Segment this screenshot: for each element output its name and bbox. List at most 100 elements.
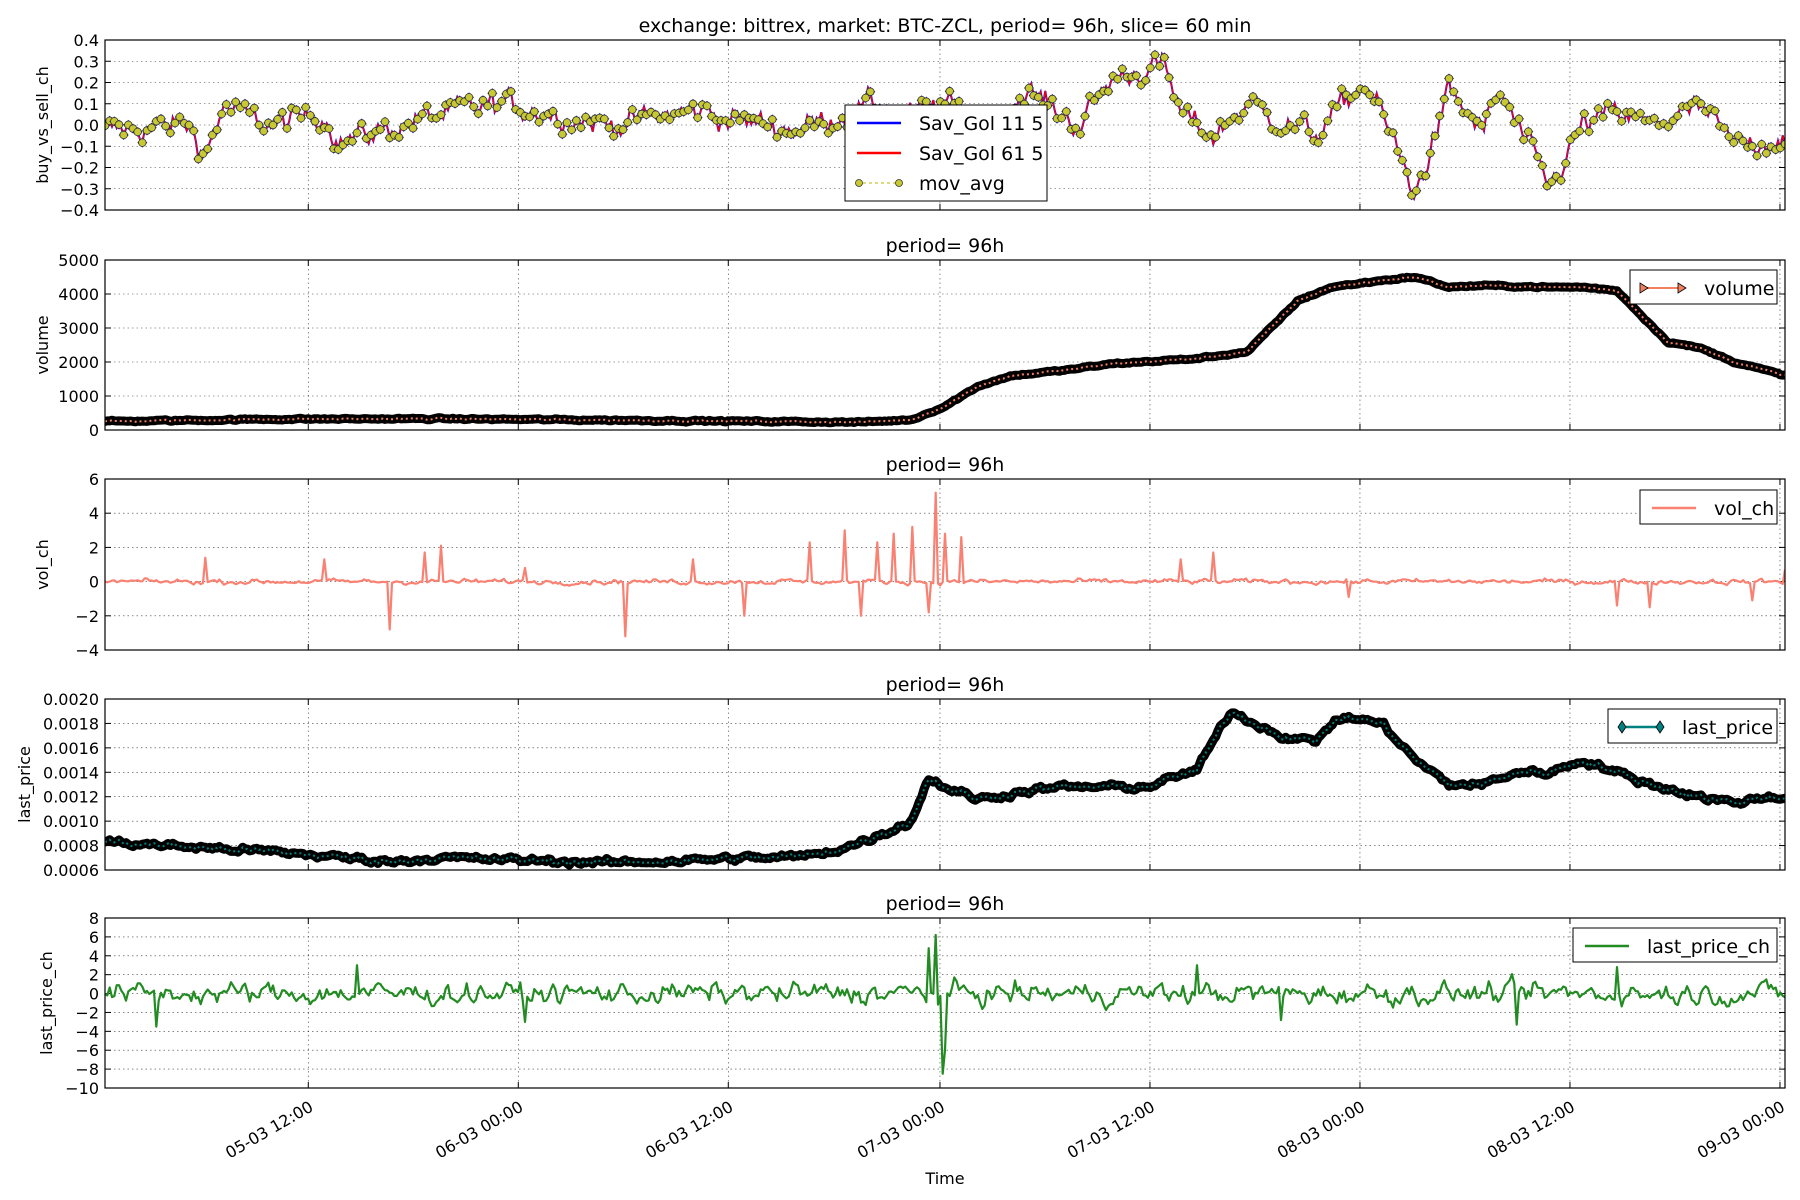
marker-point bbox=[1496, 90, 1505, 100]
y-tick-label: 0.0020 bbox=[43, 690, 99, 709]
series-group bbox=[105, 933, 1785, 1075]
marker-point bbox=[702, 101, 712, 110]
marker-point bbox=[1076, 130, 1085, 139]
panel-volume: 5000 4000 3000 2000 1000 0 period= 96h volume vo… bbox=[33, 235, 1786, 440]
series-group bbox=[105, 272, 1785, 428]
marker-point bbox=[408, 124, 418, 133]
marker-point bbox=[254, 120, 264, 130]
x-axis-label: Time bbox=[924, 1169, 964, 1188]
y-tick-label: 6 bbox=[89, 470, 99, 489]
marker-point bbox=[273, 115, 282, 124]
legend-label: vol_ch bbox=[1714, 498, 1774, 520]
marker-point bbox=[1748, 142, 1757, 151]
marker-point bbox=[348, 137, 357, 146]
marker-point bbox=[1318, 130, 1328, 140]
y-tick-label: 0.4 bbox=[74, 31, 99, 50]
y-tick-label: −6 bbox=[75, 1041, 99, 1060]
legend: volume bbox=[1629, 269, 1778, 305]
marker-point bbox=[572, 116, 581, 125]
y-axis-label: last_price bbox=[15, 746, 35, 823]
series-group bbox=[105, 49, 1785, 202]
marker-point bbox=[772, 133, 782, 142]
legend-label: Sav_Gol 61 5 bbox=[919, 143, 1043, 165]
marker-point bbox=[474, 109, 483, 118]
marker-point bbox=[1762, 149, 1771, 158]
marker-point bbox=[1314, 138, 1323, 147]
panel-title: period= 96h bbox=[886, 235, 1005, 257]
marker-point bbox=[1734, 131, 1743, 140]
marker-point bbox=[147, 123, 156, 132]
x-tick-label: 07-03 00:00 bbox=[854, 1097, 948, 1162]
x-tick-label: 07-03 12:00 bbox=[1064, 1097, 1158, 1162]
marker-point bbox=[1141, 76, 1150, 85]
marker-point bbox=[1561, 158, 1570, 168]
marker-point bbox=[1281, 126, 1290, 135]
marker-point bbox=[240, 99, 250, 108]
marker-point bbox=[558, 130, 567, 139]
y-tick-label: 2000 bbox=[58, 353, 99, 372]
marker-point bbox=[548, 107, 558, 116]
marker-point bbox=[768, 115, 777, 124]
marker-point bbox=[1729, 138, 1738, 147]
marker-point bbox=[632, 115, 642, 124]
series-volume-band bbox=[105, 272, 1785, 428]
marker-point bbox=[1113, 74, 1122, 84]
marker-point bbox=[763, 122, 772, 132]
marker-point bbox=[618, 125, 628, 134]
y-tick-label: 0.0012 bbox=[43, 788, 99, 807]
panel-title: period= 96h bbox=[886, 893, 1005, 915]
marker-point bbox=[380, 117, 390, 126]
marker-point bbox=[1738, 136, 1748, 146]
marker-point bbox=[1519, 135, 1528, 144]
y-tick-label: 0.0016 bbox=[43, 739, 99, 758]
marker-point bbox=[1090, 96, 1099, 105]
marker-point bbox=[1710, 106, 1720, 116]
marker-point bbox=[1062, 107, 1071, 116]
legend-label: volume bbox=[1704, 278, 1774, 300]
panel-title: period= 96h bbox=[886, 454, 1005, 476]
marker-point bbox=[1164, 73, 1174, 82]
marker-point bbox=[436, 110, 446, 119]
marker-point bbox=[604, 123, 614, 133]
marker-point bbox=[1426, 148, 1435, 158]
marker-point bbox=[1514, 114, 1524, 124]
y-tick-label: 8 bbox=[89, 909, 99, 928]
marker-point bbox=[1524, 127, 1533, 136]
marker-point bbox=[628, 105, 637, 114]
series-mov-avg bbox=[105, 49, 1785, 201]
y-tick-label: −10 bbox=[65, 1079, 99, 1098]
marker-point bbox=[1636, 108, 1645, 118]
y-tick-label: 2 bbox=[89, 538, 99, 557]
marker-point bbox=[1239, 108, 1248, 118]
axes-frame bbox=[104, 478, 1786, 651]
axes-frame bbox=[104, 917, 1786, 1089]
y-axis-label: volume bbox=[33, 315, 52, 374]
marker-point bbox=[525, 112, 534, 122]
y-tick-label: −4 bbox=[75, 1022, 99, 1041]
y-tick-label: −2 bbox=[75, 607, 99, 626]
marker-point bbox=[861, 93, 870, 103]
marker-point bbox=[222, 100, 231, 109]
marker-point bbox=[394, 133, 404, 142]
axes-frame bbox=[104, 39, 1786, 211]
x-tick-label: 08-03 00:00 bbox=[1274, 1097, 1368, 1162]
marker-point bbox=[1304, 127, 1314, 136]
marker-point bbox=[1332, 102, 1342, 112]
marker-point bbox=[1538, 161, 1547, 170]
marker-point bbox=[726, 118, 735, 128]
y-tick-label: 4 bbox=[89, 504, 99, 523]
y-tick-label: −0.4 bbox=[60, 201, 99, 220]
marker-point bbox=[492, 103, 502, 112]
marker-point bbox=[693, 113, 702, 122]
marker-point bbox=[133, 127, 142, 137]
legend-label: last_price bbox=[1682, 717, 1773, 739]
y-tick-label: 0.0008 bbox=[43, 837, 99, 856]
marker-point bbox=[1323, 116, 1332, 126]
marker-point bbox=[1664, 122, 1673, 132]
marker-point bbox=[1192, 118, 1202, 127]
legend-marker bbox=[1639, 282, 1649, 294]
legend-marker bbox=[895, 179, 903, 187]
marker-point bbox=[534, 117, 544, 127]
